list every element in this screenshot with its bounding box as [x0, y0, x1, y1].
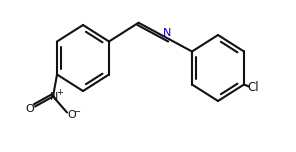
Text: Cl: Cl	[247, 81, 259, 94]
Text: N: N	[50, 93, 58, 102]
Text: N: N	[163, 28, 172, 38]
Text: O: O	[68, 111, 76, 121]
Text: −: −	[73, 107, 81, 116]
Text: O: O	[26, 105, 34, 114]
Text: +: +	[57, 88, 63, 97]
